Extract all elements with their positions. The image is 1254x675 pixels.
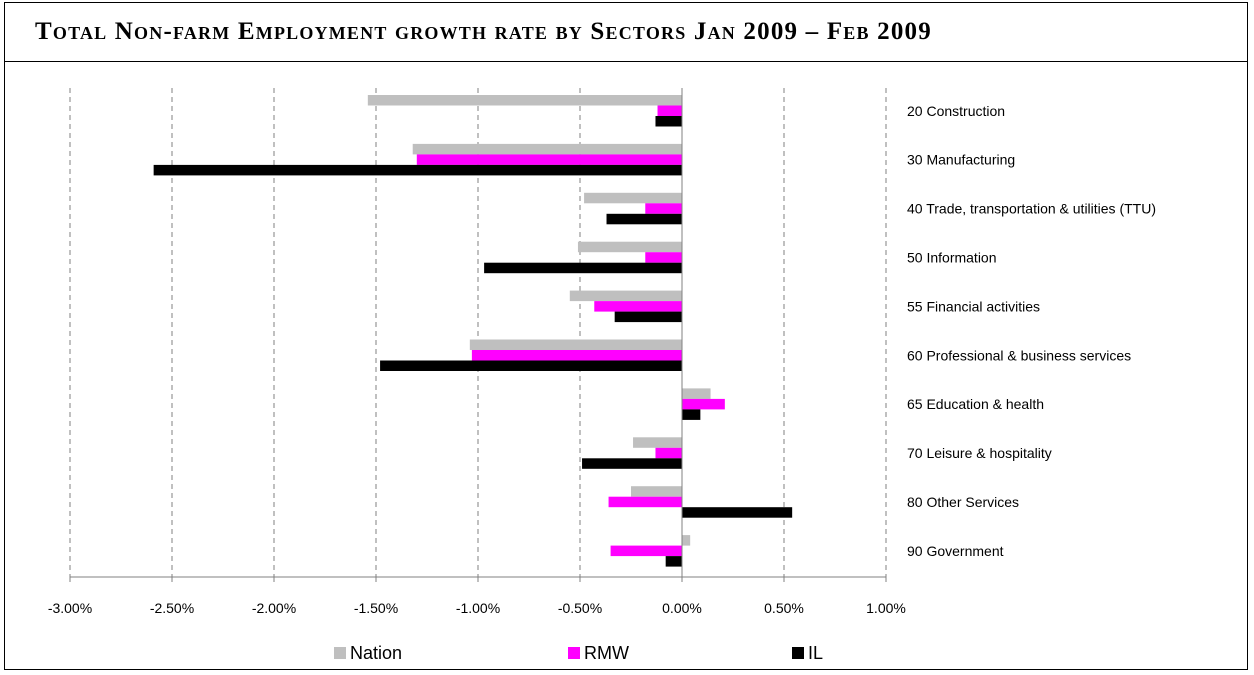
bar-nation — [633, 437, 682, 448]
legend-label-il: IL — [808, 643, 823, 663]
axis-group: -3.00% -2.50% -2.00% -1.50% -1.00% -0.50% 0.00… — [48, 88, 906, 616]
bar-nation — [631, 486, 682, 497]
category-label: 90 Government — [907, 543, 1004, 559]
bar-il — [606, 213, 682, 225]
category-label: 60 Professional & business services — [907, 347, 1131, 363]
legend-swatch-nation — [334, 647, 346, 659]
category-label: 40 Trade, transportation & utilities (TT… — [907, 201, 1156, 217]
x-tick-label: -1.50% — [354, 600, 398, 616]
legend-label-nation: Nation — [350, 643, 402, 663]
x-tick-label: -1.00% — [456, 600, 500, 616]
x-tick-label: -2.50% — [150, 600, 194, 616]
category-labels: 20 Construction 30 Manufacturing 40 Trade,… — [907, 103, 1156, 559]
chart-frame: Total Non-farm Employment growth rate by… — [4, 2, 1248, 670]
title-bar: Total Non-farm Employment growth rate by… — [5, 3, 1247, 62]
legend-swatch-rmw — [568, 647, 580, 659]
bar-nation — [412, 143, 682, 155]
bar-il — [153, 164, 682, 176]
x-tick-label: -0.50% — [558, 600, 602, 616]
bar-il — [655, 116, 682, 127]
bar-il — [665, 556, 682, 567]
category-label: 65 Education & health — [907, 396, 1044, 412]
bar-rmw — [655, 447, 682, 459]
bar-rmw — [682, 398, 725, 410]
bar-nation — [367, 95, 682, 106]
bar-il — [682, 507, 793, 518]
x-tick-label: -2.00% — [252, 600, 296, 616]
bar-il — [614, 311, 682, 323]
bar-il — [484, 262, 682, 274]
category-label: 80 Other Services — [907, 494, 1019, 510]
bar-nation — [584, 192, 682, 204]
x-tick-label: 0.00% — [662, 600, 702, 616]
bar-nation — [469, 339, 682, 350]
bar-nation — [682, 388, 711, 399]
legend-swatch-il — [792, 647, 804, 659]
bar-il — [582, 458, 682, 469]
bar-rmw — [657, 105, 682, 116]
bar-nation — [569, 290, 682, 302]
bar-nation — [682, 535, 691, 546]
bar-rmw — [416, 154, 682, 165]
bar-rmw — [608, 496, 682, 508]
bar-rmw — [610, 545, 682, 557]
bar-rmw — [471, 350, 682, 361]
category-label: 55 Financial activities — [907, 298, 1040, 314]
bar-nation — [577, 241, 682, 253]
category-label: 30 Manufacturing — [907, 152, 1015, 168]
bar-rmw — [645, 203, 682, 214]
x-tick-label: 1.00% — [866, 600, 906, 616]
bar-il — [380, 360, 682, 371]
bar-rmw — [645, 252, 682, 263]
legend: Nation RMW IL — [334, 643, 823, 663]
bars-group — [153, 95, 793, 567]
category-label: 50 Information — [907, 249, 997, 265]
bar-rmw — [594, 301, 682, 312]
chart-title: Total Non-farm Employment growth rate by… — [35, 18, 932, 45]
category-label: 70 Leisure & hospitality — [907, 445, 1052, 461]
legend-label-rmw: RMW — [584, 643, 629, 663]
x-tick-label: -3.00% — [48, 600, 92, 616]
category-label: 20 Construction — [907, 103, 1005, 119]
x-tick-label: 0.50% — [764, 600, 804, 616]
bar-il — [682, 409, 701, 420]
